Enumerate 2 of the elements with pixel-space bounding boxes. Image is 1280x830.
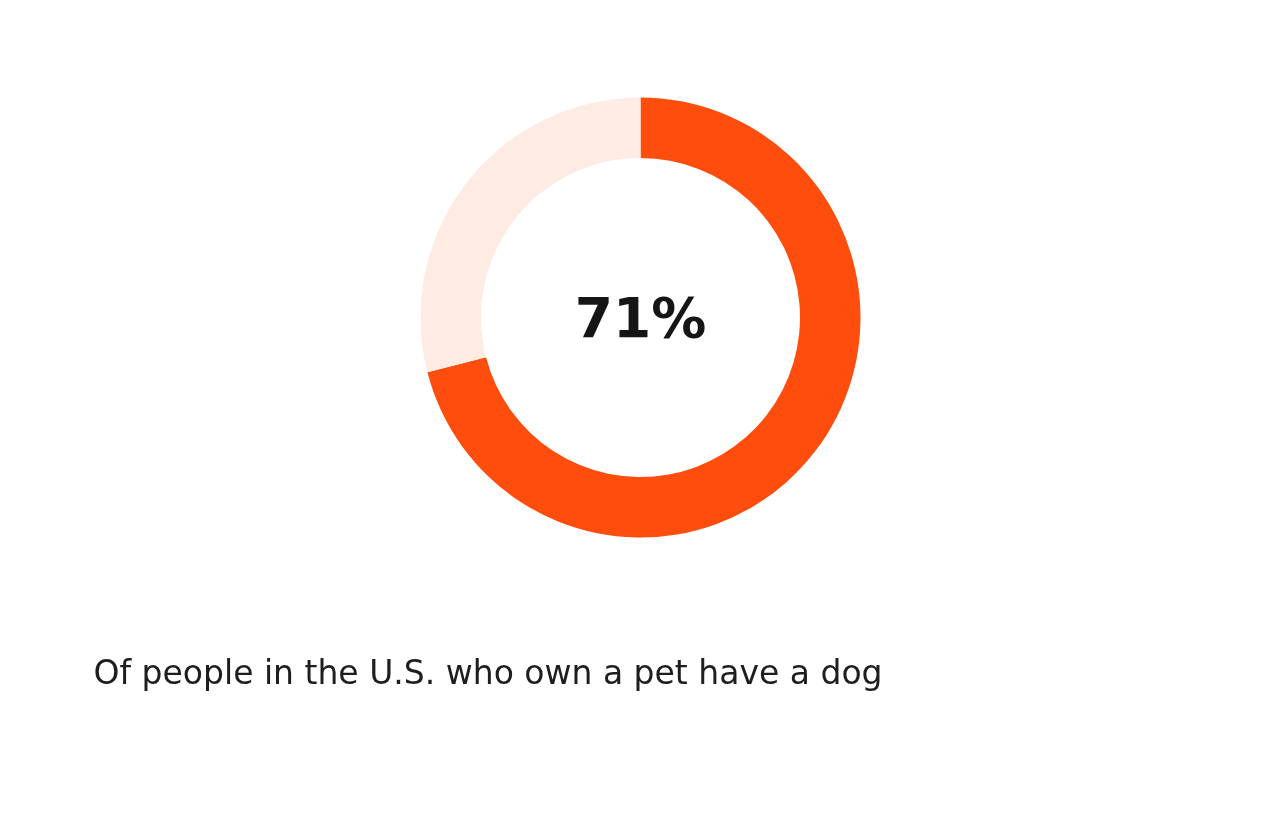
text: Of people in the U.S. who own a pet have a dog xyxy=(93,653,883,692)
text: 71% xyxy=(574,285,707,350)
